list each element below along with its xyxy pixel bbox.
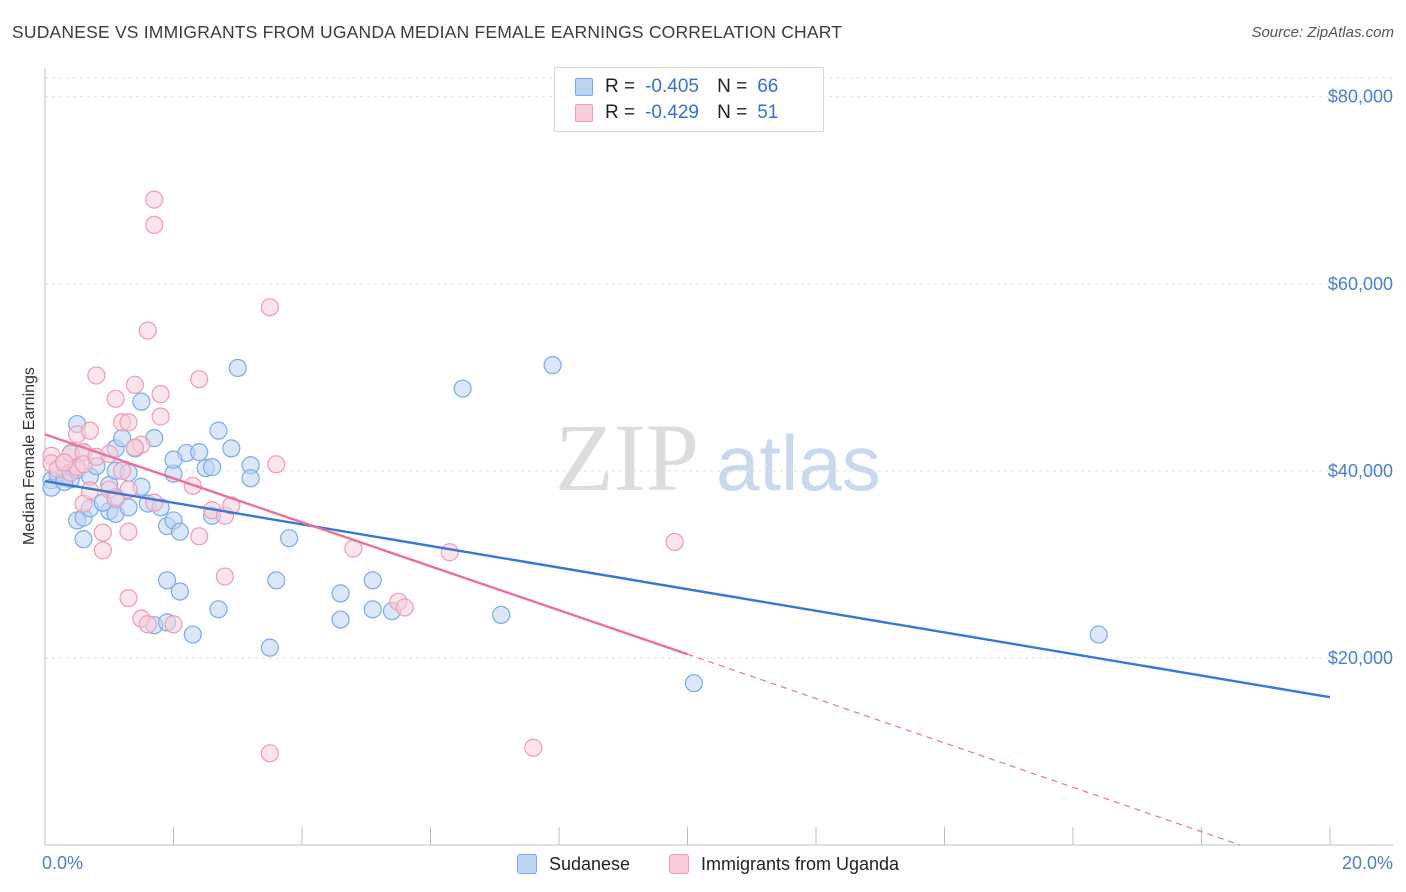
data-point [440, 543, 459, 562]
data-point [112, 461, 132, 480]
data-point [132, 392, 151, 411]
data-point [190, 370, 209, 389]
bottom-legend-swatch-sudanese [517, 854, 537, 874]
data-point [215, 567, 234, 586]
watermark: ZIP atlas [555, 404, 881, 511]
data-point [170, 522, 190, 541]
data-point [202, 458, 222, 477]
data-point [209, 421, 228, 440]
legend-r-value: -0.405 [645, 76, 699, 97]
data-point [183, 625, 202, 644]
data-point [125, 375, 145, 394]
trend-extension-uganda [687, 653, 1241, 846]
y-tick-labels: $20,000 $40,000 $60,000 $80,000 [1328, 87, 1393, 668]
bottom-legend-swatch-uganda [669, 854, 689, 874]
data-point [260, 744, 279, 763]
bottom-legend-label-uganda: Immigrants from Uganda [701, 853, 900, 874]
data-point [93, 523, 112, 542]
legend-swatch-uganda [575, 104, 593, 122]
data-point [280, 529, 299, 548]
y-tick-label: $80,000 [1328, 87, 1393, 107]
data-points [42, 190, 1108, 763]
x-tick-label: 20.0% [1342, 853, 1393, 873]
data-point [665, 532, 684, 552]
legend-r-value: -0.429 [645, 102, 699, 123]
bottom-legend-sudanese: Sudanese [517, 852, 630, 876]
trend-line-uganda [44, 433, 688, 656]
data-point [190, 443, 209, 462]
trend-line-sudanese [44, 479, 1331, 699]
data-point [524, 738, 543, 757]
data-point [119, 498, 138, 517]
data-point [363, 571, 382, 590]
data-point [267, 455, 286, 474]
data-point [145, 493, 164, 512]
data-point [543, 356, 562, 375]
legend-n-value: 66 [757, 76, 779, 97]
data-point [80, 421, 100, 440]
data-point [151, 407, 170, 426]
data-point [209, 600, 228, 619]
data-point [453, 379, 472, 398]
data-point [170, 582, 190, 601]
legend-r-label: R = [605, 76, 636, 97]
legend-row-uganda: R = -0.429 N = 51 [575, 101, 797, 125]
data-point [87, 366, 106, 385]
data-point [222, 439, 241, 458]
data-point [93, 541, 112, 560]
data-point [138, 615, 157, 634]
data-point [151, 385, 170, 404]
data-point [684, 674, 704, 693]
source-label: Source: ZipAtlas.com [1251, 24, 1394, 41]
data-point [138, 321, 157, 340]
legend-row-sudanese: R = -0.405 N = 66 [575, 75, 797, 99]
legend-n-label: N = [717, 76, 748, 97]
data-point [74, 530, 93, 549]
data-point [157, 571, 177, 590]
data-point [164, 450, 183, 469]
data-point [363, 600, 382, 619]
axes [44, 68, 1393, 846]
data-point [241, 469, 260, 488]
bottom-legend-label-sudanese: Sudanese [549, 853, 631, 874]
legend-r-label: R = [605, 102, 636, 123]
data-point [190, 527, 209, 546]
data-point [145, 190, 164, 209]
y-tick-label: $40,000 [1328, 461, 1393, 481]
legend-n-value: 51 [757, 102, 779, 123]
series-uganda [42, 190, 684, 763]
data-point [331, 610, 350, 629]
gridlines [45, 77, 1393, 659]
data-point [1089, 625, 1108, 644]
data-point [395, 598, 414, 617]
data-point [331, 584, 350, 603]
watermark-atlas: atlas [716, 419, 881, 507]
data-point [55, 453, 74, 472]
legend-n-label: N = [717, 102, 748, 123]
data-point [119, 413, 138, 432]
watermark-zip: ZIP [555, 404, 699, 511]
bottom-legend-uganda: Immigrants from Uganda [669, 852, 899, 876]
data-point [164, 615, 183, 634]
data-point [125, 438, 145, 457]
trend-lines [44, 433, 1331, 846]
x-tick-labels: 0.0% 20.0% [42, 853, 1393, 873]
legend-swatch-sudanese [575, 78, 593, 96]
data-point [267, 571, 286, 590]
correlation-legend: R = -0.405 N = 66 R = -0.429 N = 51 [554, 67, 824, 132]
data-point [260, 298, 279, 317]
data-point [145, 215, 164, 234]
x-tick-label: 0.0% [42, 853, 83, 873]
y-tick-label: $20,000 [1328, 648, 1393, 668]
data-point [260, 638, 279, 657]
data-point [119, 588, 138, 608]
data-point [492, 605, 511, 625]
data-point [228, 358, 247, 378]
data-point [106, 389, 125, 408]
y-axis-label: Median Female Earnings [21, 367, 38, 545]
data-point [119, 522, 138, 541]
chart-title: SUDANESE VS IMMIGRANTS FROM UGANDA MEDIA… [12, 22, 843, 42]
y-tick-label: $60,000 [1328, 274, 1393, 294]
